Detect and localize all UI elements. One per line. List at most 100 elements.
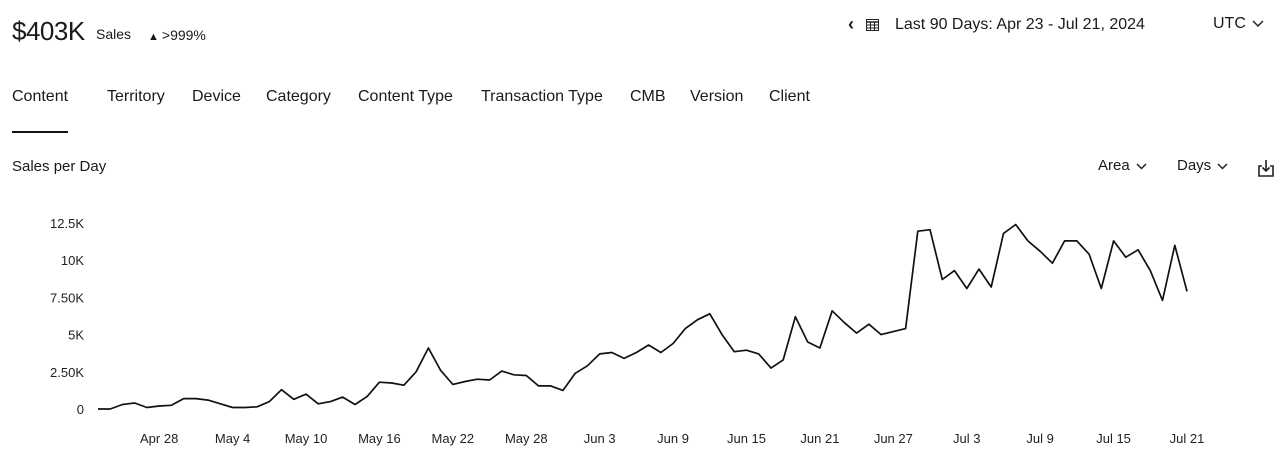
tab-client[interactable]: Client (769, 88, 810, 105)
data-point[interactable] (879, 333, 883, 337)
tab-category[interactable]: Category (266, 88, 331, 105)
data-point[interactable] (1063, 239, 1067, 243)
data-point[interactable] (757, 352, 761, 356)
data-point[interactable] (1161, 298, 1165, 302)
data-point[interactable] (145, 406, 149, 410)
data-point[interactable] (1087, 252, 1091, 256)
tab-content-type[interactable]: Content Type (358, 88, 453, 105)
data-point[interactable] (573, 371, 577, 375)
data-point[interactable] (1136, 248, 1140, 252)
data-point[interactable] (1124, 255, 1128, 259)
data-point[interactable] (781, 358, 785, 362)
data-point[interactable] (867, 322, 871, 326)
data-point[interactable] (1173, 243, 1177, 247)
data-point[interactable] (1050, 261, 1054, 265)
timezone-select[interactable]: UTC (1213, 15, 1264, 33)
data-point[interactable] (793, 315, 797, 319)
download-icon[interactable] (1258, 159, 1274, 177)
data-point[interactable] (1002, 231, 1006, 235)
data-point[interactable] (953, 269, 957, 273)
data-point[interactable] (500, 369, 504, 373)
data-point[interactable] (720, 333, 724, 337)
data-point[interactable] (255, 405, 259, 409)
data-point[interactable] (108, 407, 112, 411)
data-point[interactable] (659, 351, 663, 355)
data-point[interactable] (96, 407, 100, 411)
data-point[interactable] (855, 331, 859, 335)
data-point[interactable] (745, 348, 749, 352)
data-point[interactable] (218, 402, 222, 406)
tab-territory[interactable]: Territory (107, 88, 165, 105)
data-point[interactable] (1075, 239, 1079, 243)
data-point[interactable] (671, 342, 675, 346)
data-point[interactable] (1148, 269, 1152, 273)
granularity-select[interactable]: Days (1177, 157, 1228, 174)
data-point[interactable] (475, 377, 479, 381)
data-point[interactable] (414, 370, 418, 374)
data-point[interactable] (451, 382, 455, 386)
data-point[interactable] (634, 351, 638, 355)
data-point[interactable] (267, 400, 271, 404)
data-point[interactable] (1099, 287, 1103, 291)
data-point[interactable] (989, 285, 993, 289)
data-point[interactable] (818, 346, 822, 350)
data-point[interactable] (402, 383, 406, 387)
data-point[interactable] (842, 321, 846, 325)
data-point[interactable] (353, 403, 357, 407)
data-point[interactable] (1038, 249, 1042, 253)
data-point[interactable] (182, 397, 186, 401)
data-point[interactable] (708, 312, 712, 316)
data-point[interactable] (928, 228, 932, 232)
data-point[interactable] (439, 368, 443, 372)
data-point[interactable] (769, 366, 773, 370)
data-point[interactable] (292, 397, 296, 401)
data-point[interactable] (316, 402, 320, 406)
data-point[interactable] (365, 394, 369, 398)
data-point[interactable] (806, 340, 810, 344)
data-point[interactable] (329, 400, 333, 404)
data-point[interactable] (830, 309, 834, 313)
tab-version[interactable]: Version (690, 88, 744, 105)
data-point[interactable] (732, 350, 736, 354)
data-point[interactable] (304, 392, 308, 396)
data-point[interactable] (194, 397, 198, 401)
data-point[interactable] (561, 388, 565, 392)
chevron-left-icon[interactable]: ‹ (848, 14, 854, 34)
data-point[interactable] (390, 381, 394, 385)
data-point[interactable] (133, 401, 137, 405)
data-point[interactable] (904, 327, 908, 331)
tab-cmb[interactable]: CMB (630, 88, 666, 105)
sales-series-line[interactable] (98, 223, 1188, 410)
data-point[interactable] (916, 229, 920, 233)
data-point[interactable] (524, 374, 528, 378)
data-point[interactable] (696, 318, 700, 322)
data-point[interactable] (512, 373, 516, 377)
data-point[interactable] (549, 384, 553, 388)
data-point[interactable] (280, 388, 284, 392)
data-point[interactable] (121, 403, 125, 407)
tab-device[interactable]: Device (192, 88, 241, 105)
data-point[interactable] (463, 380, 467, 384)
data-point[interactable] (377, 380, 381, 384)
tab-transaction-type[interactable]: Transaction Type (481, 88, 603, 105)
data-point[interactable] (622, 356, 626, 360)
data-point[interactable] (647, 343, 651, 347)
data-point[interactable] (977, 267, 981, 271)
data-point[interactable] (426, 346, 430, 350)
data-point[interactable] (157, 404, 161, 408)
data-point[interactable] (683, 327, 687, 331)
data-point[interactable] (940, 278, 944, 282)
data-point[interactable] (598, 352, 602, 356)
data-point[interactable] (891, 330, 895, 334)
data-point[interactable] (231, 406, 235, 410)
data-point[interactable] (169, 403, 173, 407)
data-point[interactable] (585, 364, 589, 368)
data-point[interactable] (1026, 239, 1030, 243)
date-range-picker[interactable]: ‹ Last 90 Days: Apr 23 - Jul 21, 2024 (848, 14, 1145, 35)
data-point[interactable] (206, 398, 210, 402)
tab-content[interactable]: Content (12, 88, 69, 133)
data-point[interactable] (965, 287, 969, 291)
data-point[interactable] (243, 406, 247, 410)
data-point[interactable] (341, 395, 345, 399)
data-point[interactable] (537, 384, 541, 388)
